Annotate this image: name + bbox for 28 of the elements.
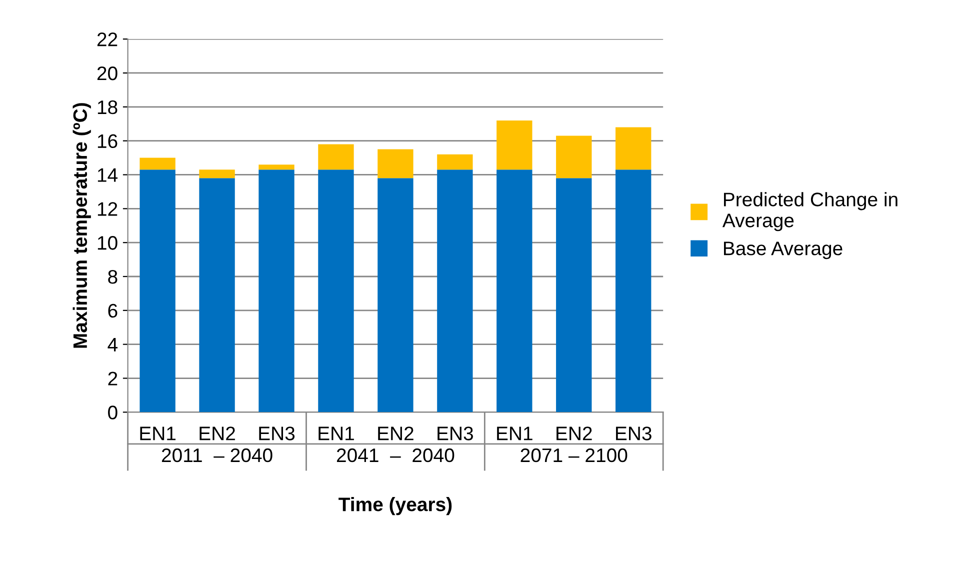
x-tick-label: EN1 xyxy=(140,426,176,440)
x-tick-label: EN3 xyxy=(616,426,652,440)
text: 2011 – 2040 xyxy=(162,448,272,462)
text: 2071 – 2100 xyxy=(520,448,628,462)
x-tick-label: EN2 xyxy=(378,426,414,440)
y-tick-label: 16 xyxy=(98,134,118,148)
y-tick-label: 18 xyxy=(98,100,118,114)
y-tick-label: 20 xyxy=(97,66,118,80)
y-tick-label: 6 xyxy=(108,304,118,318)
y-tick-label: 0 xyxy=(108,406,118,420)
y-tick-label: 22 xyxy=(97,32,118,46)
y-tick-label: 12 xyxy=(98,202,118,216)
x-tick-label: EN1 xyxy=(497,426,532,440)
y-tick-label: 4 xyxy=(108,338,118,352)
x-tick-label: EN2 xyxy=(200,426,235,440)
y-tick-label: 2 xyxy=(108,372,118,386)
y-tick-label: 14 xyxy=(98,168,118,182)
x-tick-label: EN3 xyxy=(438,426,473,440)
legend-label: Base Average xyxy=(724,242,842,260)
x-tick-label: EN1 xyxy=(318,426,354,440)
y-tick-label: 10 xyxy=(98,236,118,250)
y-tick-label: 8 xyxy=(108,270,118,284)
text: 2041 – 2040 xyxy=(336,448,454,462)
x-axis-title: Time (years) xyxy=(338,496,452,516)
x-tick-label: EN2 xyxy=(556,426,592,440)
x-tick-label: EN3 xyxy=(259,426,295,440)
legend-label: Predicted Change in Average xyxy=(722,192,898,232)
y-axis-title: Maximum temperature (ºC) xyxy=(72,103,91,348)
